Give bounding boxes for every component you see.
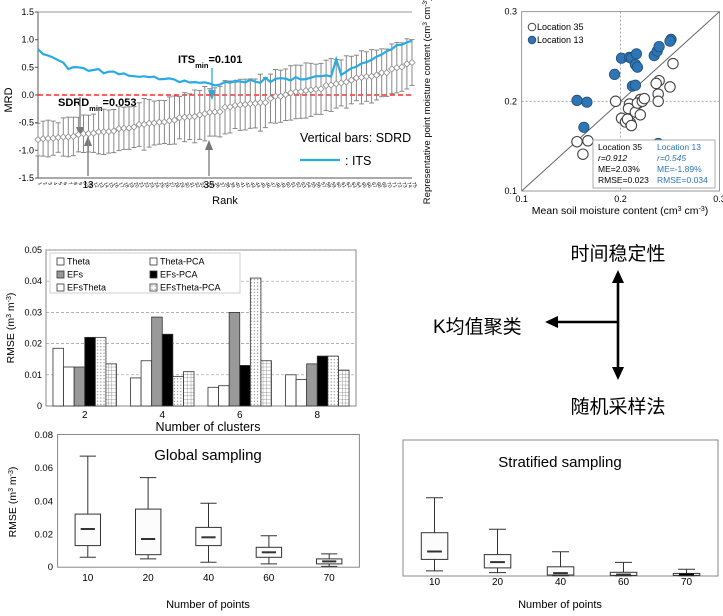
svg-text:Stratified sampling: Stratified sampling <box>498 454 621 471</box>
svg-text:75: 75 <box>410 181 418 189</box>
svg-text:0.05: 0.05 <box>24 245 42 255</box>
svg-text:Location 13: Location 13 <box>537 35 584 45</box>
svg-text:0.0: 0.0 <box>21 90 34 100</box>
svg-text:0.2: 0.2 <box>614 194 627 204</box>
svg-text:0.3: 0.3 <box>713 194 723 204</box>
svg-text:0.03: 0.03 <box>24 307 42 317</box>
svg-text:0.04: 0.04 <box>24 276 42 286</box>
svg-text:20: 20 <box>492 577 504 588</box>
svg-text:70: 70 <box>681 577 693 588</box>
svg-text:0.06: 0.06 <box>35 463 54 474</box>
svg-text:Location 35: Location 35 <box>598 142 642 152</box>
svg-text:40: 40 <box>555 577 567 588</box>
svg-text:ME=2.03%: ME=2.03% <box>598 164 640 174</box>
svg-text:MRD: MRD <box>3 87 15 112</box>
svg-text:Vertical bars: SDRD: Vertical bars: SDRD <box>300 131 411 145</box>
svg-text:70: 70 <box>324 573 336 584</box>
svg-text:Rank: Rank <box>212 195 238 207</box>
svg-text:r=0.912: r=0.912 <box>598 153 627 163</box>
svg-text:: ITS: : ITS <box>345 154 371 168</box>
svg-text:60: 60 <box>618 577 630 588</box>
svg-text:r=0.545: r=0.545 <box>657 153 686 163</box>
svg-text:-1.0: -1.0 <box>18 145 34 155</box>
svg-text:0.04: 0.04 <box>35 496 54 507</box>
svg-text:EFs: EFs <box>67 270 84 280</box>
svg-text:RMSE=0.023: RMSE=0.023 <box>598 175 649 185</box>
svg-text:Location 35: Location 35 <box>537 22 584 32</box>
svg-text:10: 10 <box>82 573 94 584</box>
svg-text:0.02: 0.02 <box>35 530 54 541</box>
svg-text:-0.5: -0.5 <box>18 118 34 128</box>
svg-text:Location 13: Location 13 <box>657 142 701 152</box>
svg-text:随机采样法: 随机采样法 <box>570 396 665 418</box>
svg-text:0.3: 0.3 <box>504 7 517 17</box>
svg-text:0.1: 0.1 <box>504 186 517 196</box>
svg-text:ME=-1.89%: ME=-1.89% <box>657 164 702 174</box>
svg-text:10: 10 <box>429 577 441 588</box>
svg-text:8: 8 <box>314 410 320 420</box>
svg-text:6: 6 <box>237 410 243 420</box>
svg-text:Number of points: Number of points <box>166 599 250 611</box>
svg-text:Theta: Theta <box>67 257 90 267</box>
svg-text:0.02: 0.02 <box>24 339 42 349</box>
svg-text:-1.5: -1.5 <box>18 173 34 183</box>
svg-text:RMSE=0.034: RMSE=0.034 <box>657 175 708 185</box>
svg-text:RMSE (m3 m-3): RMSE (m3 m-3) <box>7 467 19 538</box>
svg-text:EFs-PCA: EFs-PCA <box>160 270 198 280</box>
svg-text:4: 4 <box>159 410 165 420</box>
svg-text:EFsTheta: EFsTheta <box>67 283 106 293</box>
svg-text:0: 0 <box>37 401 42 411</box>
svg-text:0: 0 <box>48 562 53 573</box>
svg-text:2: 2 <box>82 410 88 420</box>
svg-text:Representative point moisture: Representative point moisture content (c… <box>422 0 434 204</box>
svg-text:EFsTheta-PCA: EFsTheta-PCA <box>160 283 221 293</box>
svg-text:K均值聚类: K均值聚类 <box>433 316 522 338</box>
svg-text:RMSE (m3 m-3): RMSE (m3 m-3) <box>5 293 17 364</box>
svg-text:0.01: 0.01 <box>24 370 42 380</box>
svg-text:时间稳定性: 时间稳定性 <box>570 243 665 265</box>
svg-text:0.08: 0.08 <box>35 430 54 441</box>
svg-text:Theta-PCA: Theta-PCA <box>160 257 205 267</box>
svg-text:Number of clusters: Number of clusters <box>156 420 261 434</box>
svg-text:0.5: 0.5 <box>21 62 34 72</box>
svg-text:Global sampling: Global sampling <box>154 447 262 464</box>
svg-text:40: 40 <box>203 573 215 584</box>
svg-text:60: 60 <box>263 573 275 584</box>
svg-text:1.5: 1.5 <box>21 7 34 17</box>
svg-text:Number of points: Number of points <box>518 599 602 611</box>
svg-text:Mean soil moisture content (cm: Mean soil moisture content (cm3 cm-3) <box>532 205 708 217</box>
svg-text:0.2: 0.2 <box>504 96 517 106</box>
svg-text:1.0: 1.0 <box>21 35 34 45</box>
svg-text:0.1: 0.1 <box>515 194 528 204</box>
svg-text:20: 20 <box>143 573 155 584</box>
svg-text:ITSmin=0.101: ITSmin=0.101 <box>178 54 242 70</box>
